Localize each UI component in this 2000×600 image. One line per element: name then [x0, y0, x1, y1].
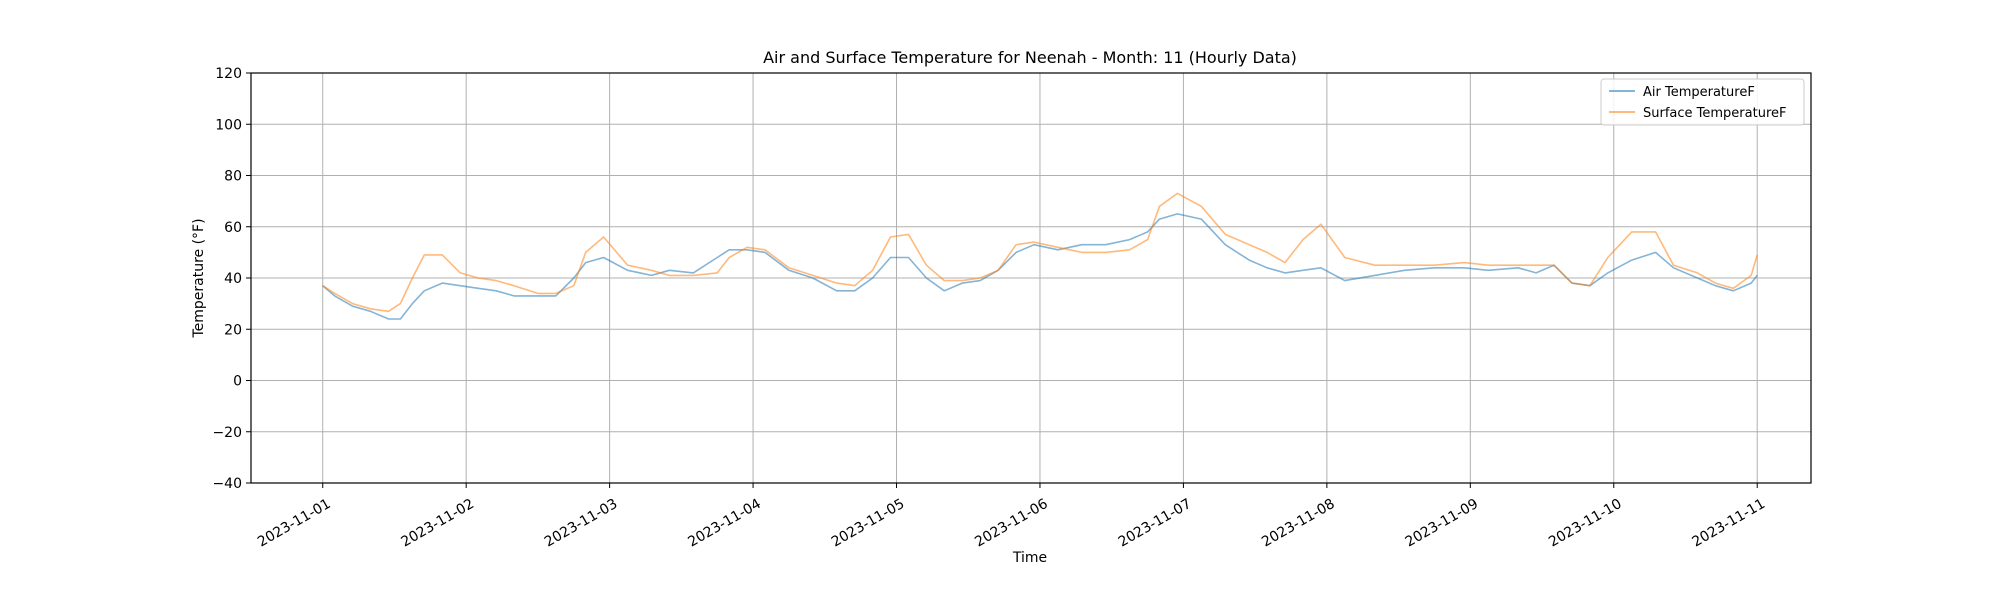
data-series	[322, 192, 1758, 320]
x-tick-label: 2023-11-03	[542, 496, 620, 551]
x-tick-label: 2023-11-10	[1546, 496, 1624, 551]
x-tick-label: 2023-11-07	[1116, 496, 1194, 551]
y-axis: −40 −20 0 20 40 60 80 100 120	[212, 66, 251, 492]
x-tick-label: 2023-11-05	[829, 496, 907, 551]
x-tick-label: 2023-11-09	[1403, 496, 1481, 551]
x-axis-label: Time	[1012, 550, 1047, 566]
chart-title: Air and Surface Temperature for Neenah -…	[763, 48, 1297, 67]
x-tick-label: 2023-11-08	[1259, 496, 1337, 551]
series-line-air-temperature	[322, 213, 1758, 320]
y-tick-label: 120	[215, 66, 242, 82]
legend-label-surface: Surface TemperatureF	[1643, 106, 1786, 121]
series-line-surface-temperature	[322, 192, 1758, 313]
y-tick-label: −40	[212, 476, 242, 492]
x-tick-label: 2023-11-06	[972, 496, 1051, 551]
legend-label-air: Air TemperatureF	[1643, 85, 1755, 100]
y-tick-label: 40	[224, 271, 242, 287]
legend-frame	[1600, 78, 1805, 126]
y-tick-label: 100	[215, 117, 242, 133]
legend: Air TemperatureF Surface TemperatureF	[1600, 78, 1805, 126]
y-tick-label: 60	[224, 220, 242, 236]
y-tick-label: 20	[224, 322, 242, 338]
y-axis-label: Temperature (°F)	[191, 218, 207, 338]
x-tick-label: 2023-11-01	[255, 496, 333, 551]
y-tick-label: 80	[224, 169, 242, 185]
x-tick-label: 2023-11-11	[1690, 496, 1768, 551]
x-tick-label: 2023-11-04	[685, 496, 764, 551]
y-tick-label: 0	[233, 374, 242, 390]
y-tick-label: −20	[212, 425, 242, 441]
x-tick-label: 2023-11-02	[398, 496, 476, 551]
x-axis: 2023-11-01 2023-11-02 2023-11-03 2023-11-04…	[255, 483, 1768, 550]
grid-lines	[251, 72, 1811, 484]
